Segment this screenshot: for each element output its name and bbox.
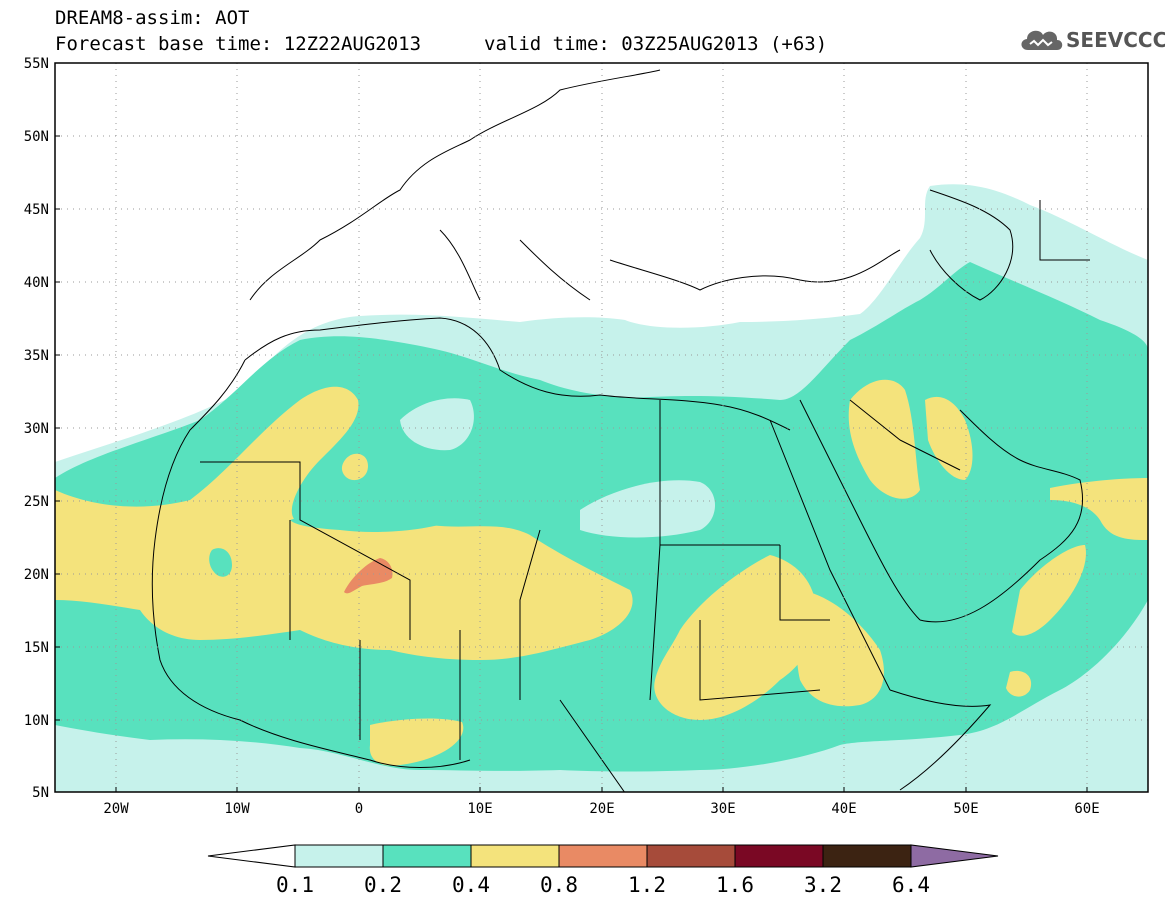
longitude-labels: 20W 10W 0 10E 20E 30E 40E 50E 60E <box>103 801 1099 817</box>
aot-field <box>55 184 1148 792</box>
country-borders <box>200 200 1090 792</box>
latitude-labels: 55N 50N 45N 40N 35N 30N 25N 20N 15N 10N … <box>24 56 49 801</box>
lat-label: 25N <box>24 494 49 510</box>
aot-region-high-arabian-sea <box>1006 670 1032 697</box>
coastline-north-africa <box>244 317 791 431</box>
colorbar-under-arrow <box>207 844 296 868</box>
colorbar-label: 0.2 <box>364 873 402 897</box>
colorbar-label: 0.4 <box>452 873 490 897</box>
lat-label: 10N <box>24 713 49 729</box>
coastline-europe <box>249 69 901 301</box>
coastline-west-africa <box>151 359 471 768</box>
lat-label: 55N <box>24 56 49 72</box>
aot-region-high-guinea <box>369 718 464 766</box>
logo-text: SEEVCCC <box>1066 28 1165 52</box>
lon-label: 20W <box>103 801 129 817</box>
aot-region-low-algeria <box>400 398 474 451</box>
colorbar-label: 3.2 <box>804 873 842 897</box>
colorbar-label: 1.6 <box>716 873 754 897</box>
colorbar-bin <box>822 844 912 868</box>
aot-region-high-spot <box>341 453 368 481</box>
colorbar-label: 1.2 <box>628 873 666 897</box>
grid-lines <box>55 63 1148 792</box>
axis-ticks <box>55 62 1088 793</box>
aot-region-high-west <box>55 386 633 660</box>
cloud-icon <box>1021 30 1063 50</box>
colorbar-bin <box>470 844 560 868</box>
map-title: DREAM8-assim: AOT <box>55 7 250 29</box>
coastline-red-sea <box>769 399 921 691</box>
lon-label: 10E <box>467 801 492 817</box>
coastlines <box>151 69 1090 792</box>
aot-region-high-pakistan <box>1050 478 1148 540</box>
coastline-horn <box>889 689 992 791</box>
aot-region-low-libya <box>580 480 715 538</box>
aot-region-high-gulf <box>925 396 973 480</box>
lat-label: 30N <box>24 421 49 437</box>
colorbar-label: 0.1 <box>276 873 314 897</box>
colorbar-bin <box>734 844 824 868</box>
lat-label: 45N <box>24 202 49 218</box>
lon-label: 0 <box>355 801 363 817</box>
forecast-base-time: Forecast base time: 12Z22AUG2013 <box>55 33 422 55</box>
colorbar-bin <box>294 844 384 868</box>
colorbar-label: 6.4 <box>892 873 930 897</box>
lon-label: 10W <box>224 801 250 817</box>
lon-label: 50E <box>953 801 978 817</box>
lat-label: 15N <box>24 640 49 656</box>
aot-region-high-ethiopia <box>796 590 884 707</box>
lat-label: 35N <box>24 348 49 364</box>
aot-pocket-green-1 <box>209 548 232 577</box>
colorbar-bin <box>646 844 736 868</box>
seevccc-logo: SEEVCCC <box>1018 20 1165 60</box>
aot-region-very-high <box>344 558 393 594</box>
colorbar-bin <box>382 844 472 868</box>
colorbar-bin <box>558 844 648 868</box>
colorbar-over-arrow <box>910 844 999 868</box>
lat-label: 20N <box>24 567 49 583</box>
lat-label: 50N <box>24 129 49 145</box>
lat-label: 5N <box>32 785 49 801</box>
lon-label: 40E <box>831 801 856 817</box>
aot-region-high-arabia-north <box>848 379 920 499</box>
lon-label: 30E <box>710 801 735 817</box>
lat-label: 40N <box>24 275 49 291</box>
coastline-caspian <box>929 189 1014 301</box>
aot-region-high-oman <box>1012 545 1086 636</box>
coastline-arabia <box>919 409 1084 623</box>
aot-region-high-sudan <box>654 555 817 720</box>
lon-label: 20E <box>589 801 614 817</box>
colorbar: 0.1 0.2 0.4 0.8 1.2 1.6 3.2 6.4 <box>207 844 999 897</box>
colorbar-label: 0.8 <box>540 873 578 897</box>
aot-pocket-green-2 <box>290 509 456 532</box>
valid-time: valid time: 03Z25AUG2013 (+63) <box>484 33 828 55</box>
lon-label: 60E <box>1074 801 1099 817</box>
